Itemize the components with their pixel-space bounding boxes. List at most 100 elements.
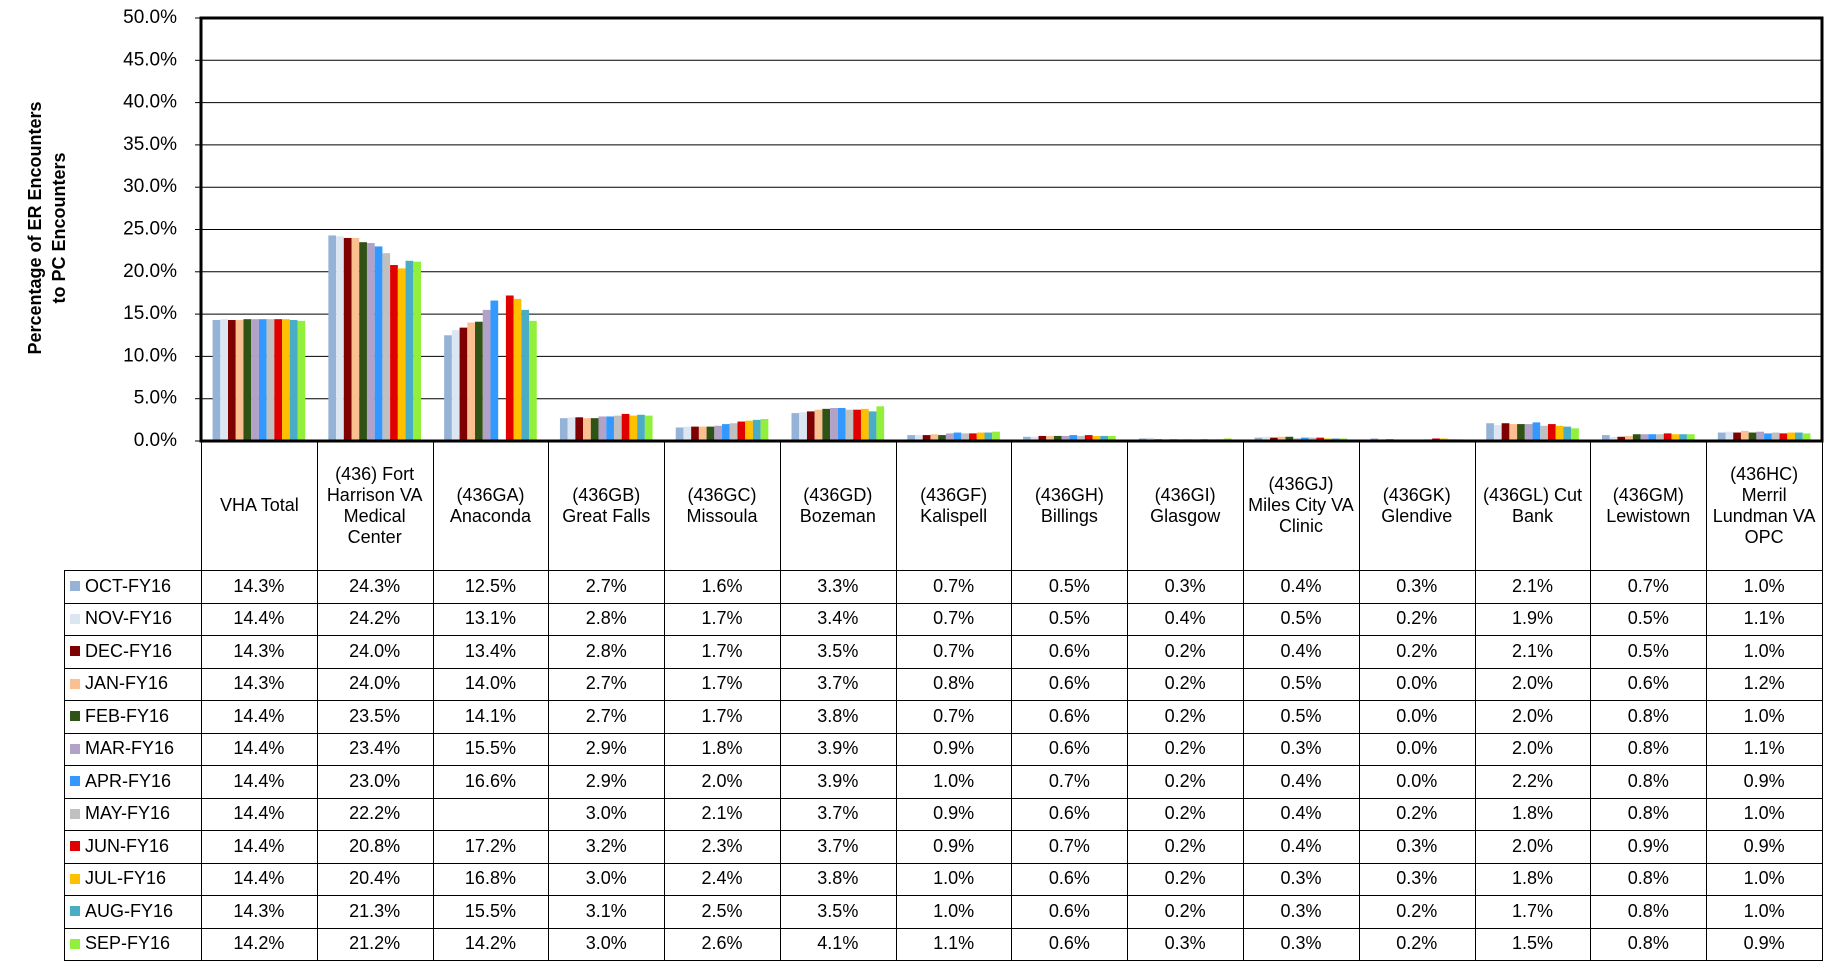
table-cell: 0.2% [1127, 667, 1245, 701]
bar [1625, 435, 1633, 441]
category-header: (436GK) Glendive [1358, 441, 1476, 571]
table-cell: 14.4% [201, 732, 318, 766]
legend-entry: JUL-FY16 [64, 862, 202, 896]
table-cell: 3.8% [779, 700, 897, 734]
category-header: (436GF) Kalispell [895, 441, 1013, 571]
bar [1602, 435, 1610, 441]
bar [590, 418, 599, 441]
legend-entry: APR-FY16 [64, 765, 202, 799]
table-cell: 14.4% [201, 765, 318, 799]
y-tick-label: 5.0% [134, 388, 177, 409]
table-cell: 1.8% [1474, 862, 1592, 896]
table-cell: 0.9% [895, 797, 1013, 831]
bar [1748, 432, 1757, 441]
table-cell: 1.1% [895, 927, 1013, 961]
category-header: (436GA) Anaconda [432, 441, 550, 571]
bar [212, 320, 221, 441]
bar [1053, 435, 1062, 441]
table-cell: 14.4% [201, 830, 318, 864]
bar [1764, 433, 1772, 441]
category-header: (436HC) Merril Lundman VA OPC [1706, 441, 1823, 571]
table-cell: 2.1% [1474, 570, 1592, 604]
table-cell: 2.9% [548, 732, 666, 766]
bar [1285, 436, 1294, 441]
bar [629, 415, 638, 441]
bar [359, 242, 367, 441]
table-cell: 0.6% [1011, 732, 1129, 766]
table-cell: 0.3% [1243, 895, 1360, 929]
table-cell: 0.9% [1706, 765, 1823, 799]
table-cell: 1.1% [1706, 602, 1823, 636]
legend-entry: AUG-FY16 [64, 895, 202, 929]
legend-entry: MAR-FY16 [64, 732, 202, 766]
table-cell: 2.0% [1474, 700, 1592, 734]
table-cell: 14.4% [201, 700, 318, 734]
table-cell: 0.2% [1358, 635, 1476, 669]
bar [1069, 435, 1078, 441]
legend-key [70, 906, 80, 917]
table-cell: 0.9% [895, 830, 1013, 864]
table-cell: 0.4% [1243, 635, 1360, 669]
legend-key [70, 808, 80, 819]
table-cell: 0.3% [1127, 927, 1245, 961]
y-tick-label: 40.0% [123, 92, 177, 113]
category-header: (436GJ) Miles City VA Clinic [1243, 441, 1360, 571]
bar [822, 408, 831, 441]
table-cell: 2.1% [1474, 635, 1592, 669]
bar [613, 415, 622, 441]
table-cell: 0.7% [1011, 765, 1129, 799]
table-cell: 0.7% [895, 602, 1013, 636]
table-cell: 1.7% [664, 602, 781, 636]
table-cell: 0.5% [1243, 667, 1360, 701]
bar [1077, 435, 1085, 441]
table-cell: 2.0% [1474, 830, 1592, 864]
bar [830, 408, 838, 441]
bar [482, 309, 491, 441]
bar [845, 409, 854, 441]
bar [606, 416, 614, 441]
legend-key [70, 711, 80, 722]
bar [529, 320, 537, 441]
legend-key [70, 938, 80, 949]
bar [930, 434, 939, 441]
bar [938, 435, 946, 441]
table-cell: 0.5% [1590, 635, 1708, 669]
legend-key [70, 613, 80, 624]
category-header: (436) Fort Harrison VA Medical Center [316, 441, 434, 571]
table-cell: 0.4% [1127, 602, 1245, 636]
table-cell: 3.7% [779, 797, 897, 831]
table-cell: 0.2% [1127, 895, 1245, 929]
table-cell: 0.9% [1706, 830, 1823, 864]
table-cell: 14.4% [201, 602, 318, 636]
bar [1794, 432, 1803, 441]
bar [1717, 432, 1726, 441]
bar [1046, 435, 1054, 441]
bar [1663, 433, 1672, 441]
bar [405, 260, 414, 441]
bar [791, 413, 800, 441]
table-cell: 0.6% [1011, 700, 1129, 734]
table-cell: 0.0% [1358, 700, 1476, 734]
table-cell: 2.0% [664, 765, 781, 799]
bar [860, 408, 869, 441]
bar [1771, 432, 1780, 441]
bar [251, 319, 259, 441]
table-cell: 0.2% [1358, 927, 1476, 961]
table-cell: 3.5% [779, 895, 897, 929]
bar [961, 433, 970, 441]
table-cell: 23.0% [316, 765, 434, 799]
category-header: (436GD) Bozeman [779, 441, 897, 571]
bar [1733, 432, 1741, 441]
legend-entry: DEC-FY16 [64, 635, 202, 669]
table-cell: 0.3% [1358, 570, 1476, 604]
table-cell: 1.0% [895, 765, 1013, 799]
table-cell: 0.2% [1358, 602, 1476, 636]
bar [1640, 434, 1649, 441]
table-cell: 0.6% [1011, 862, 1129, 896]
table-cell: 0.4% [1243, 830, 1360, 864]
table-cell: 2.7% [548, 570, 666, 604]
table-cell: 1.2% [1706, 667, 1823, 701]
bar [451, 330, 460, 441]
table-cell: 3.2% [548, 830, 666, 864]
